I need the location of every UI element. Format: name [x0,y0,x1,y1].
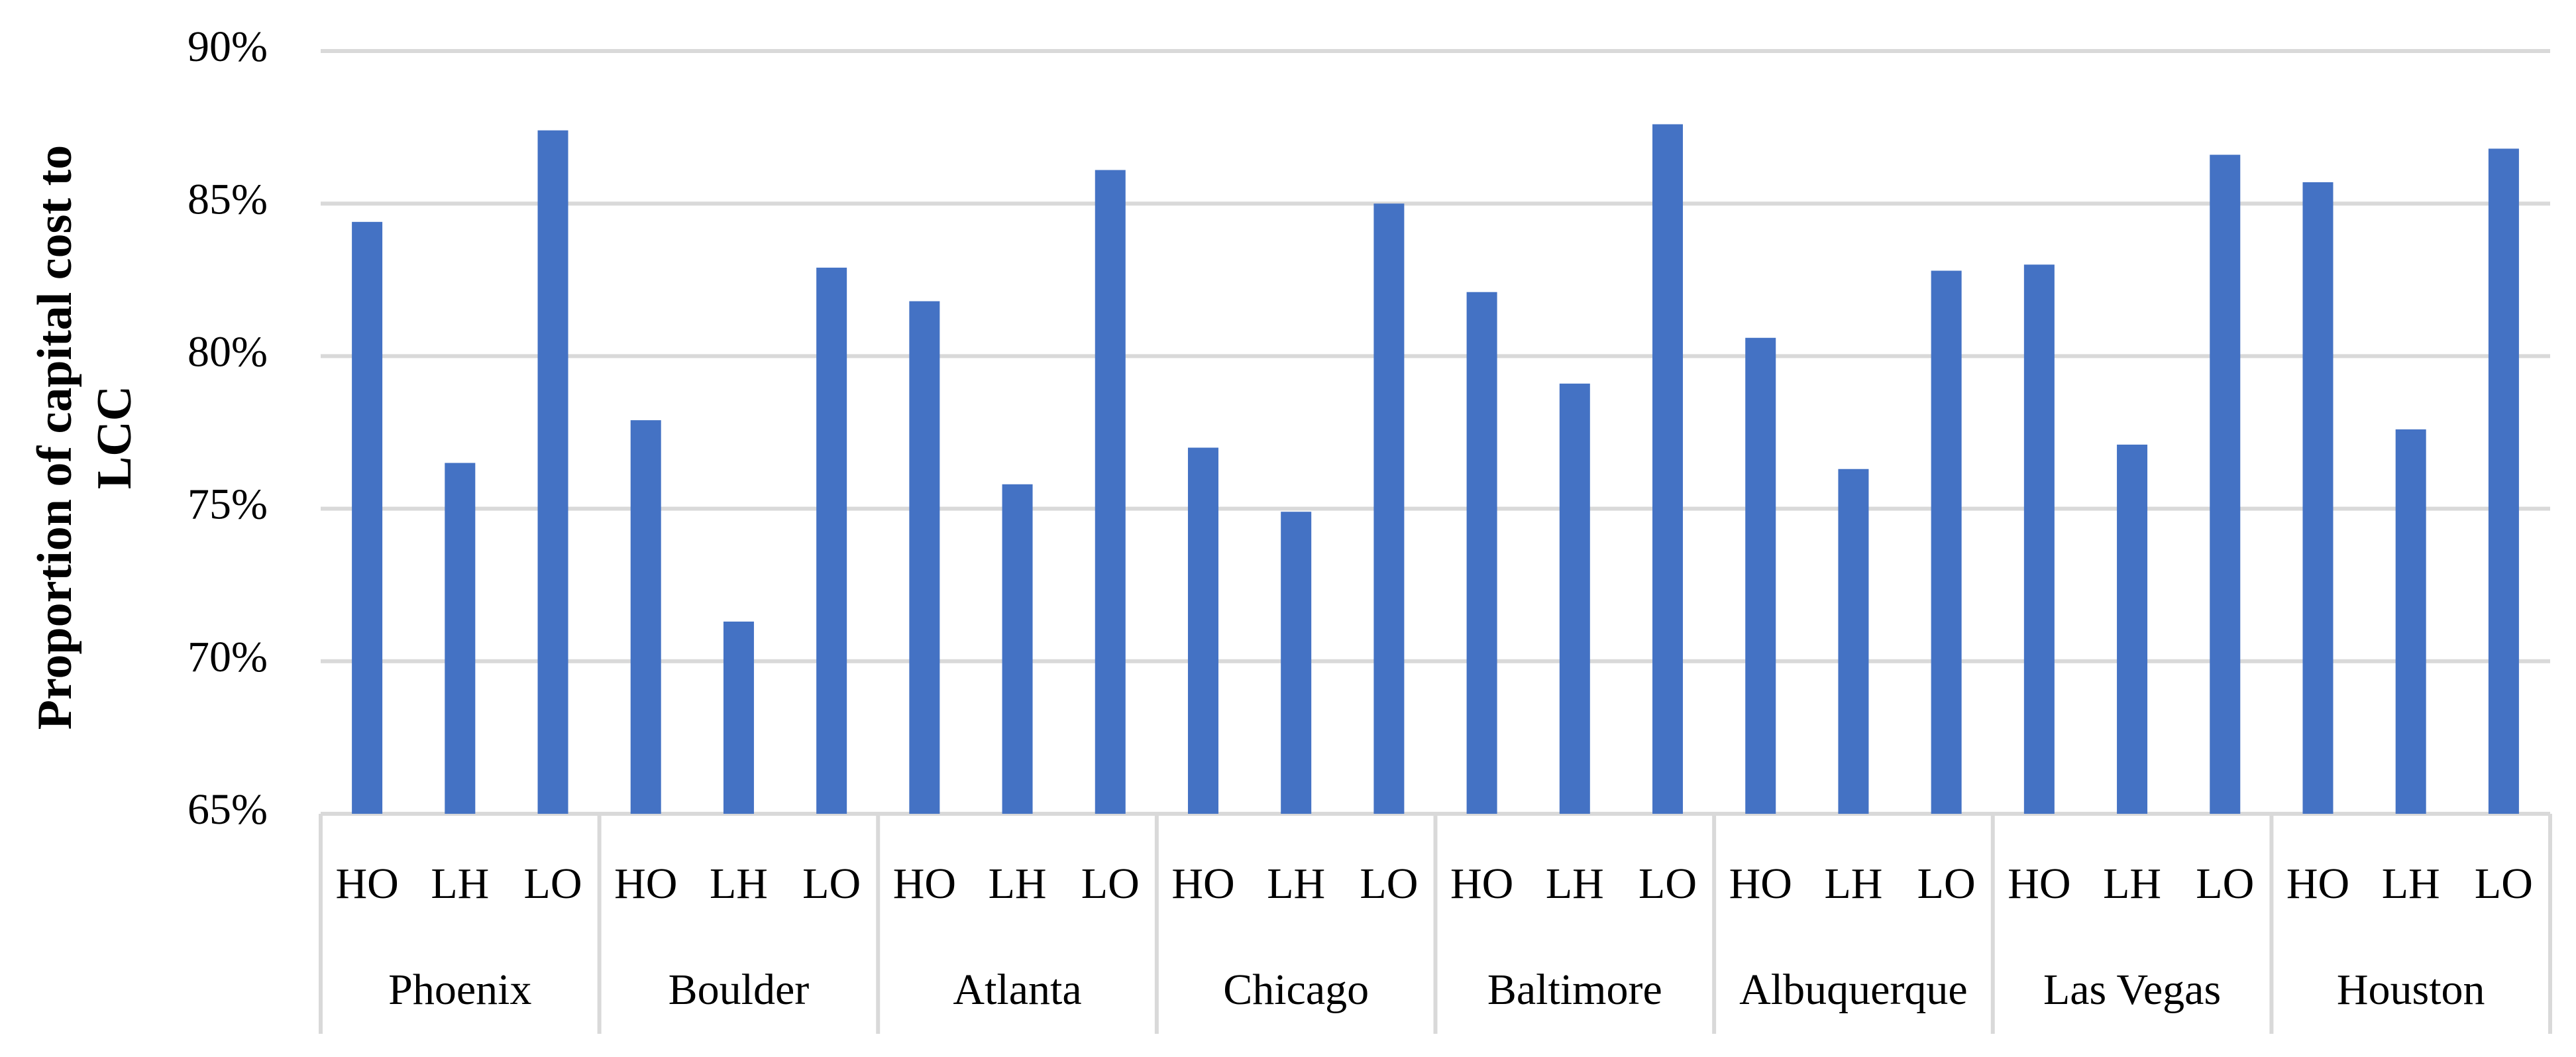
x-tick-label: LO [1081,860,1140,908]
x-tick-label: LO [802,860,861,908]
bar [909,301,940,814]
x-tick-label: HO [1729,860,1792,908]
x-tick-label: HO [1450,860,1513,908]
group-label: Atlanta [953,966,1081,1014]
bar [1281,512,1312,814]
group-label: Phoenix [388,966,531,1014]
y-axis-label: Proportion of capital cost to [28,145,82,730]
bar [2117,444,2148,814]
bar [723,621,754,814]
x-tick-label: LO [1638,860,1697,908]
group-label: Baltimore [1487,966,1662,1014]
bar [630,420,661,814]
x-tick-label: LO [2196,860,2254,908]
bar [2302,182,2334,814]
x-tick-label: LH [2382,860,2440,908]
group-label: Albuquerque [1739,966,1968,1014]
bar [1745,337,1776,814]
bar [1373,203,1405,814]
bar [1652,124,1684,814]
x-tick-label: LH [1546,860,1604,908]
bar [2023,264,2055,814]
group-label: Boulder [669,966,810,1014]
group-label: Las Vegas [2043,966,2221,1014]
bar [816,267,847,814]
bar [2488,148,2519,814]
x-tick-label: LH [710,860,768,908]
x-tick-label: HO [2286,860,2349,908]
y-tick-label: 80% [188,328,268,376]
y-tick-label: 85% [188,175,268,223]
bar [445,463,476,814]
bar [2210,154,2241,814]
x-tick-label: LO [2475,860,2533,908]
bar [1559,383,1590,814]
bar [1838,469,1869,814]
bar [1002,484,1033,814]
x-tick-label: HO [335,860,398,908]
x-tick-label: LH [1824,860,1882,908]
bar [352,221,383,814]
bar [2395,429,2426,814]
bar [537,130,568,814]
x-tick-label: HO [893,860,956,908]
y-axis-label: LCC [87,386,142,489]
bar [1466,292,1497,814]
x-tick-label: HO [2008,860,2070,908]
group-label: Chicago [1223,966,1369,1014]
y-tick-label: 70% [188,633,268,681]
x-tick-label: LO [1917,860,1976,908]
y-tick-label: 90% [188,23,268,71]
x-tick-label: LO [524,860,582,908]
group-label: Houston [2337,966,2485,1014]
x-tick-label: LO [1360,860,1418,908]
bar [1187,447,1218,814]
bar [1095,170,1126,814]
x-tick-label: LH [431,860,489,908]
bar [1931,270,1962,814]
x-tick-label: LH [1267,860,1325,908]
x-tick-label: LH [2103,860,2161,908]
y-tick-label: 75% [188,480,268,529]
x-tick-label: HO [1171,860,1234,908]
x-tick-label: HO [614,860,677,908]
y-tick-label: 65% [188,785,268,834]
x-tick-label: LH [989,860,1047,908]
